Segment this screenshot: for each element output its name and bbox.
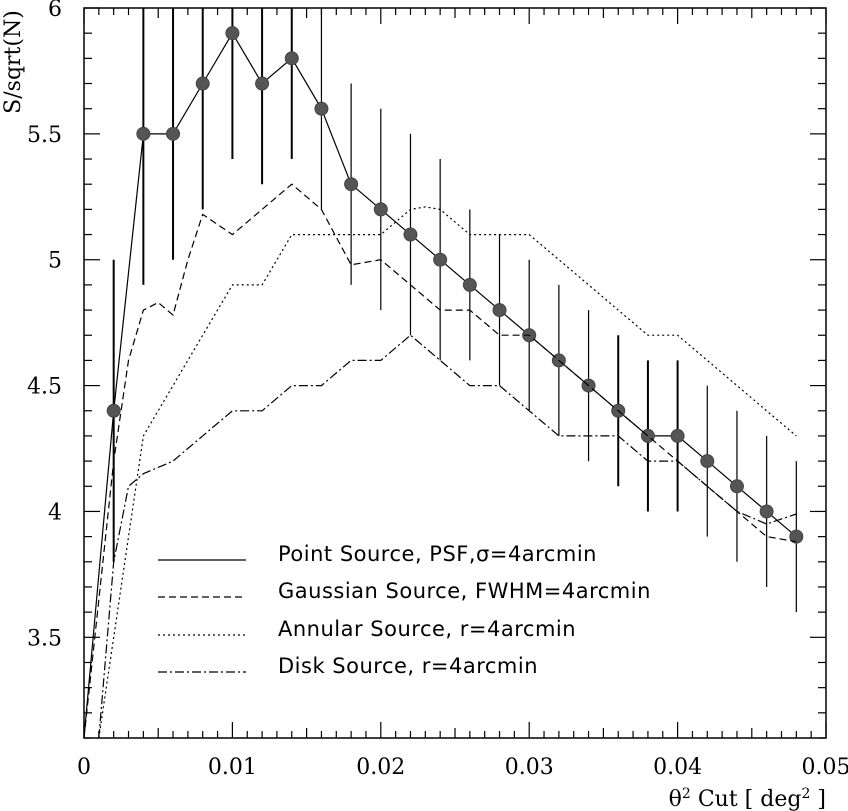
y-tick-label: 4 (48, 500, 62, 525)
data-point (759, 504, 774, 519)
series-line-4 (98, 334, 797, 738)
x-tick-label: 0.02 (356, 755, 405, 780)
data-point (284, 51, 299, 66)
data-point (225, 26, 240, 41)
data-point (462, 277, 477, 292)
x-tick-label: 0.03 (505, 755, 554, 780)
data-point (344, 177, 359, 192)
data-point (314, 101, 329, 116)
data-point (729, 479, 744, 494)
data-point (106, 403, 121, 418)
x-tick-label: 0.04 (653, 755, 702, 780)
y-tick-label: 3.5 (27, 626, 62, 651)
y-axis-label: S/sqrt(N) (1, 10, 26, 114)
series-line-3 (98, 206, 797, 738)
data-point (136, 126, 151, 141)
data-point (700, 454, 715, 469)
y-tick-label: 4.5 (27, 375, 62, 400)
legend-label-2: Gaussian Source, FWHM=4arcmin (278, 579, 651, 603)
x-tick-label: 0.01 (208, 755, 257, 780)
series-line-2 (84, 183, 797, 738)
y-tick-label: 5.5 (27, 123, 62, 148)
data-point (433, 252, 448, 267)
data-point (789, 529, 804, 544)
x-axis-label: θ2 Cut [ deg2 ] (669, 786, 826, 811)
data-point (670, 428, 685, 443)
legend-label-1: Point Source, PSF,σ=4arcmin (278, 542, 597, 566)
x-tick-label: 0 (77, 755, 91, 780)
data-point (403, 227, 418, 242)
tick-labels: 0 0.01 0.02 0.03 0.04 0.05 3.5 4 4.5 5 5.5 6 (27, 0, 848, 780)
data-point (195, 76, 210, 91)
legend: Point Source, PSF,σ=4arcmin Gaussian Sour… (158, 542, 651, 678)
y-tick-label: 5 (48, 249, 62, 274)
data-point (166, 126, 181, 141)
series-layer (84, 8, 804, 738)
x-tick-label: 0.05 (802, 755, 848, 780)
data-point (373, 202, 388, 217)
legend-label-4: Disk Source, r=4arcmin (278, 654, 538, 678)
legend-label-3: Annular Source, r=4arcmin (278, 617, 576, 641)
data-point (492, 303, 507, 318)
data-point (255, 76, 270, 91)
y-tick-label: 6 (48, 0, 62, 22)
